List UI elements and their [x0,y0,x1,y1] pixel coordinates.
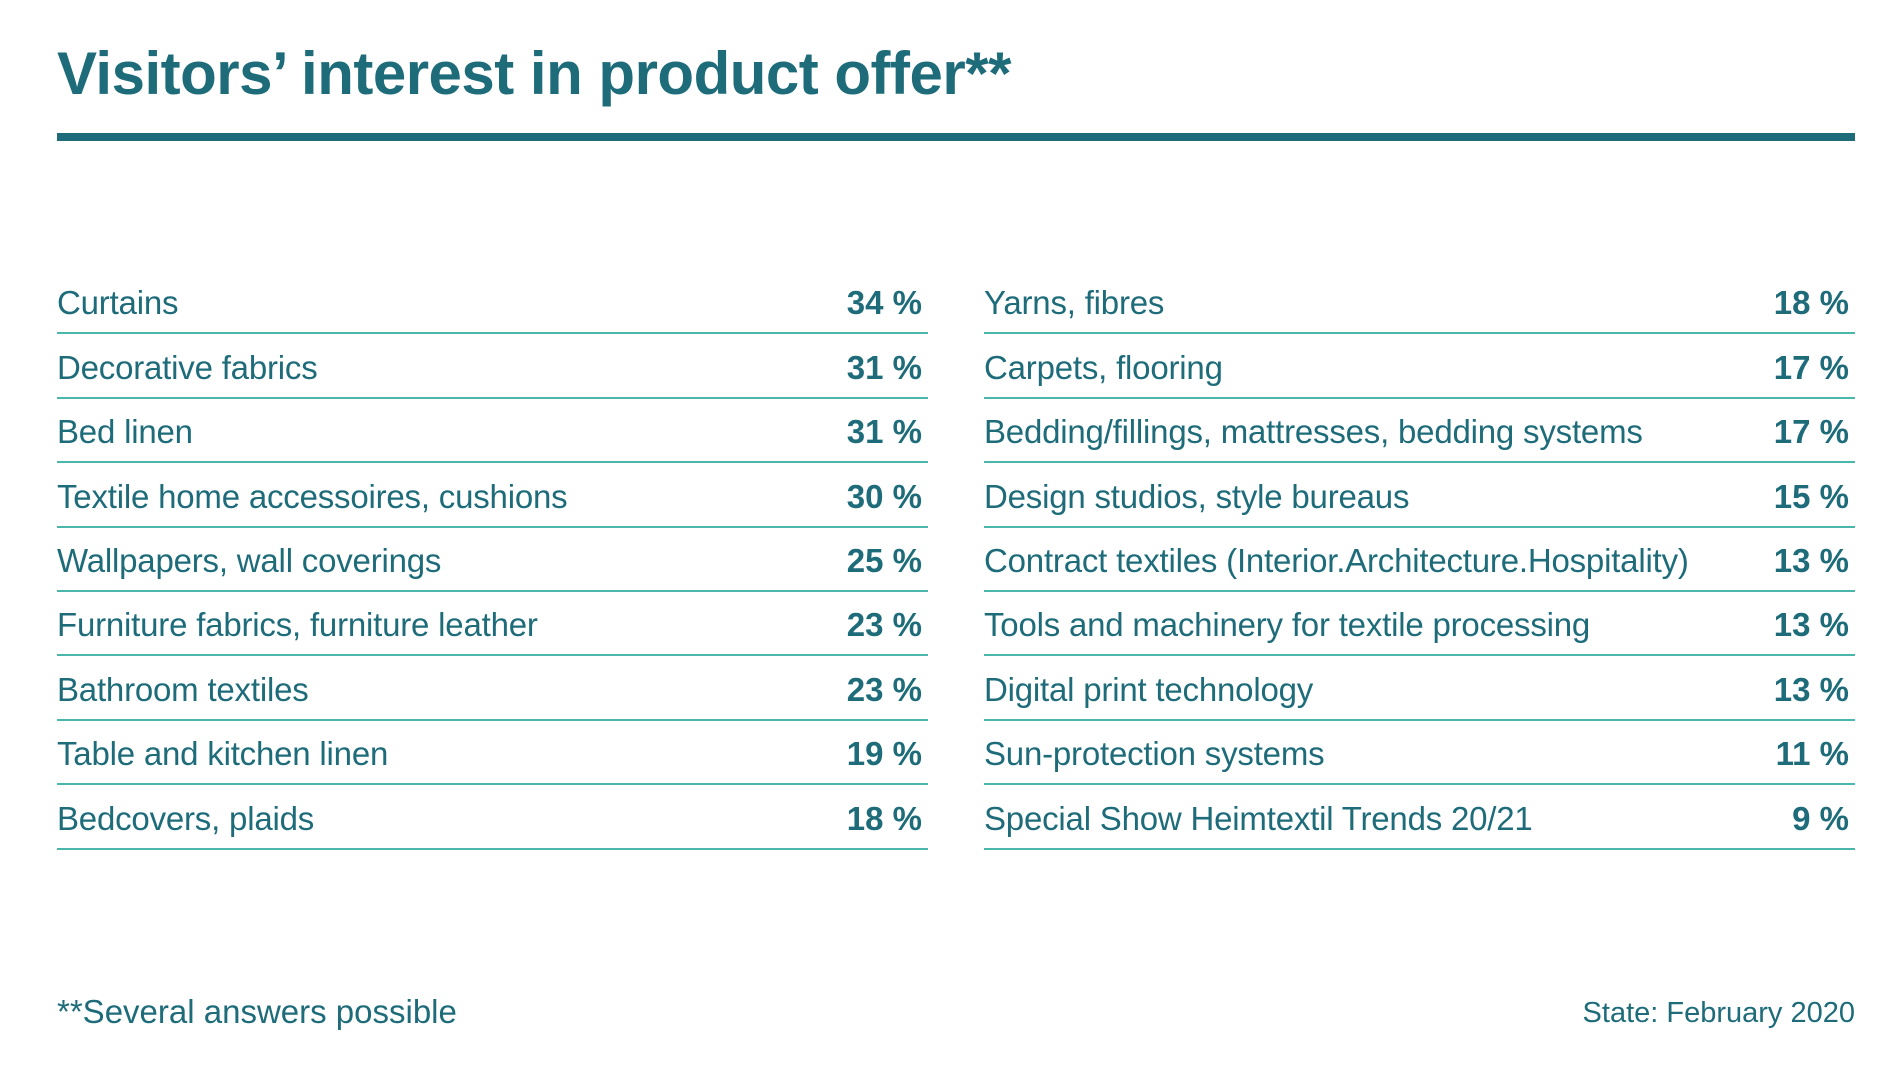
table-row: Bedding/fillings, mattresses, bedding sy… [984,399,1855,464]
row-value: 31 % [846,413,922,451]
row-value: 15 % [1773,477,1849,515]
row-label: Curtains [57,284,179,322]
table-row: Decorative fabrics 31 % [57,334,928,399]
table-row: Design studios, style bureaus 15 % [984,463,1855,528]
row-value: 17 % [1773,413,1849,451]
row-value: 13 % [1773,541,1849,579]
row-value: 30 % [846,477,922,515]
table-row: Bedcovers, plaids 18 % [57,785,928,850]
row-value: 13 % [1773,606,1849,644]
row-label: Carpets, flooring [984,348,1223,386]
row-label: Wallpapers, wall coverings [57,541,442,579]
row-label: Yarns, fibres [984,284,1165,322]
row-label: Bedcovers, plaids [57,799,315,837]
table-row: Furniture fabrics, furniture leather 23 % [57,592,928,657]
row-label: Bed linen [57,413,193,451]
table-row: Bathroom textiles 23 % [57,656,928,721]
chart-title: Visitors’ interest in product offer** [57,40,1011,107]
row-value: 18 % [846,799,922,837]
row-label: Bathroom textiles [57,670,309,708]
row-label: Design studios, style bureaus [984,477,1410,515]
table-column-right: Yarns, fibres 18 % Carpets, flooring 17 % Be… [984,270,1855,850]
row-label: Tools and machinery for textile processi… [984,606,1591,644]
footnote: **Several answers possible [57,993,457,1030]
row-label: Sun-protection systems [984,735,1325,773]
row-value: 31 % [846,348,922,386]
row-label: Contract textiles (Interior.Architecture… [984,541,1689,579]
table-row: Table and kitchen linen 19 % [57,721,928,786]
table-row: Yarns, fibres 18 % [984,270,1855,335]
row-value: 9 % [1792,799,1849,837]
row-value: 17 % [1773,348,1849,386]
row-label: Decorative fabrics [57,348,318,386]
row-label: Textile home accessoires, cushions [57,477,568,515]
row-value: 25 % [846,541,922,579]
table-column-left: Curtains 34 % Decorative fabrics 31 % Bed li… [57,270,928,850]
row-value: 13 % [1773,670,1849,708]
table-row: Special Show Heimtextil Trends 20/21 9 % [984,785,1855,850]
row-value: 11 % [1775,735,1849,773]
table-row: Tools and machinery for textile processi… [984,592,1855,657]
table-row: Bed linen 31 % [57,399,928,464]
table-row: Carpets, flooring 17 % [984,334,1855,399]
table-row: Curtains 34 % [57,270,928,335]
table-row: Wallpapers, wall coverings 25 % [57,528,928,592]
table-row: Contract textiles (Interior.Architecture… [984,528,1855,592]
table-row: Textile home accessoires, cushions 30 % [57,463,928,528]
row-value: 18 % [1773,284,1849,322]
row-value: 23 % [846,606,922,644]
title-divider [57,133,1855,141]
row-label: Digital print technology [984,670,1314,708]
row-value: 34 % [846,284,922,322]
row-value: 19 % [846,735,922,773]
row-label: Bedding/fillings, mattresses, bedding sy… [984,413,1643,451]
table-row: Sun-protection systems 11 % [984,721,1855,786]
row-label: Special Show Heimtextil Trends 20/21 [984,799,1533,837]
state-date: State: February 2020 [1582,997,1855,1029]
table-row: Digital print technology 13 % [984,656,1855,721]
row-label: Furniture fabrics, furniture leather [57,606,538,644]
row-value: 23 % [846,670,922,708]
row-label: Table and kitchen linen [57,735,389,773]
